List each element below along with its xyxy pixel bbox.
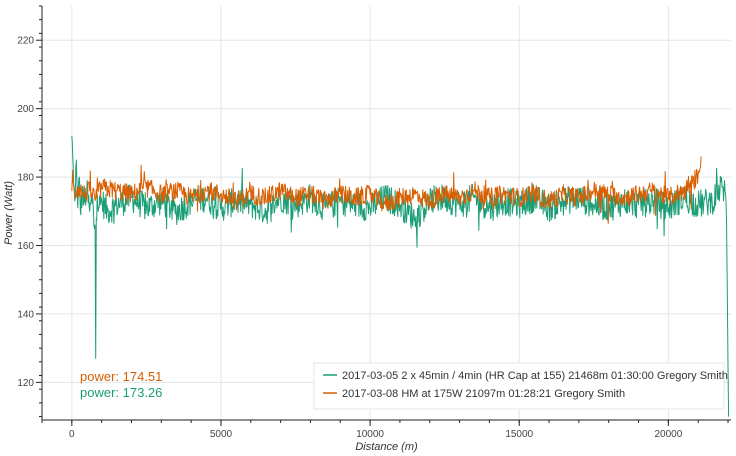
y-tick-label: 200 (17, 104, 34, 115)
y-tick-label: 160 (17, 241, 34, 252)
y-tick-label: 220 (17, 36, 34, 47)
annotation-power-hm: power: 174.51 (80, 369, 162, 384)
y-tick-label: 180 (17, 173, 34, 184)
legend: 2017-03-05 2 x 45min / 4min (HR Cap at 1… (313, 362, 728, 410)
x-tick-label: 20000 (654, 429, 682, 440)
legend-box (313, 362, 725, 410)
x-tick-label: 0 (69, 429, 75, 440)
legend-entry-hm: 2017-03-08 HM at 175W 21097m 01:28:21 Gr… (342, 388, 625, 400)
annotations: power: 174.51 power: 173.26 (80, 369, 162, 400)
x-tick-label: 5000 (210, 429, 233, 440)
x-axis-label: Distance (m) (355, 441, 418, 453)
y-tick-label: 140 (17, 309, 34, 320)
legend-entry-intervals: 2017-03-05 2 x 45min / 4min (HR Cap at 1… (342, 370, 728, 382)
y-axis-label: Power (Watt) (3, 181, 15, 245)
series-layer (71, 135, 730, 417)
x-tick-label: 10000 (356, 429, 384, 440)
x-tick-label: 15000 (505, 429, 533, 440)
annotation-power-intervals: power: 173.26 (80, 385, 162, 400)
axes: 0 5000 10000 15000 20000 120 140 160 180 200 220 (17, 5, 731, 440)
series-line-1 (71, 156, 702, 224)
y-tick-label: 120 (17, 378, 34, 389)
